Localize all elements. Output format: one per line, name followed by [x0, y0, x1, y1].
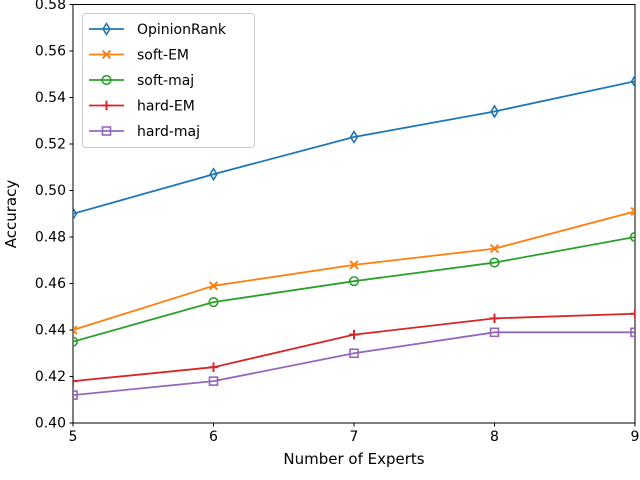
plus-marker [489, 313, 500, 324]
circle-marker [73, 336, 79, 347]
legend-item-hard-EM: hard-EM [89, 99, 195, 115]
thin-diamond-marker [73, 206, 78, 221]
series-line-hard-maj [73, 331, 635, 397]
square-marker [73, 390, 78, 400]
plus-marker [101, 100, 112, 111]
y-tick-label: 0.40 [35, 416, 66, 432]
legend-box [82, 13, 255, 148]
thin-diamond-marker [349, 130, 359, 145]
series-line-soft-maj [73, 236, 635, 343]
x-marker [208, 281, 219, 291]
circle-marker [348, 276, 360, 287]
square-marker [630, 327, 635, 338]
circle-marker [489, 257, 500, 268]
y-axis-label: Accuracy [2, 180, 20, 249]
y-tick-label: 0.48 [35, 230, 66, 246]
x-tick-label: 8 [490, 429, 499, 445]
series-line-OpinionRank [73, 80, 635, 215]
square-marker [101, 126, 112, 136]
legend-label: OpinionRank [137, 22, 227, 38]
y-tick-label: 0.52 [35, 137, 66, 153]
legend-label: hard-EM [137, 99, 195, 115]
y-tick-label: 0.58 [35, 0, 66, 13]
y-tick-label: 0.42 [35, 369, 66, 385]
x-marker [73, 325, 78, 335]
x-tick-label: 5 [69, 429, 78, 445]
plus-marker [349, 329, 359, 340]
series-line-soft-EM [73, 210, 635, 331]
thin-diamond-marker [630, 74, 635, 89]
data-series [73, 80, 635, 397]
x-marker [101, 49, 112, 60]
plus-marker [630, 308, 635, 319]
y-tick-label: 0.44 [35, 323, 66, 339]
thin-diamond-marker [209, 167, 218, 182]
axes: 0.40 0.42 0.44 0.46 0.48 0.50 0.52 0.54 0.56 0.58… [35, 0, 640, 445]
plus-marker [208, 362, 219, 372]
legend-label: soft-maj [137, 73, 194, 89]
y-tick-label: 0.46 [35, 276, 66, 292]
x-axis-label: Number of Experts [283, 450, 424, 468]
legend-item-soft-EM: soft-EM [89, 48, 189, 64]
x-tick-label: 9 [631, 429, 640, 445]
circle-marker [208, 297, 219, 308]
legend: OpinionRank soft-EM soft-maj hard-EM hard-ma… [82, 13, 255, 148]
plus-marker [73, 376, 78, 386]
square-marker [349, 348, 359, 359]
x-tick-label: 7 [350, 429, 359, 445]
x-marker [349, 260, 359, 270]
legend-item-OpinionRank: OpinionRank [89, 21, 227, 38]
thin-diamond-marker [102, 21, 111, 37]
circle-marker [101, 74, 112, 86]
legend-label: soft-EM [137, 48, 189, 64]
square-marker [489, 327, 500, 338]
series-line-hard-EM [73, 312, 635, 383]
legend-label: hard-maj [137, 124, 200, 140]
x-marker [489, 244, 500, 254]
legend-item-hard-maj: hard-maj [89, 124, 200, 140]
x-marker [630, 206, 635, 217]
square-marker [208, 376, 219, 386]
thin-diamond-marker [490, 104, 499, 119]
x-tick-label: 6 [209, 429, 218, 445]
y-tick-label: 0.50 [35, 183, 66, 199]
data-markers [73, 74, 635, 400]
circle-marker [629, 231, 635, 243]
y-tick-label: 0.54 [35, 90, 66, 106]
legend-item-soft-maj: soft-maj [89, 73, 194, 89]
y-tick-label: 0.56 [35, 44, 66, 60]
